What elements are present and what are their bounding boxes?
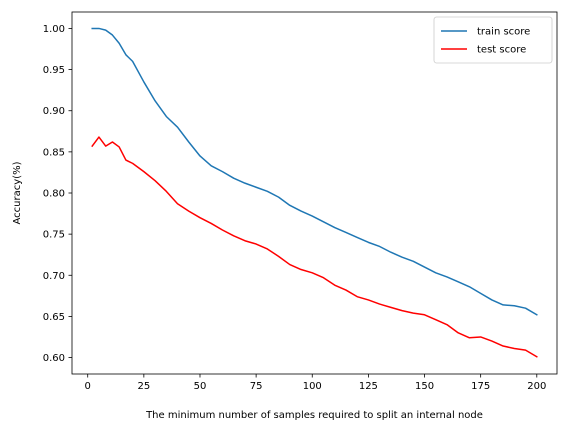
x-tick-label: 0	[85, 381, 91, 392]
x-axis-label: The minimum number of samples required t…	[145, 410, 483, 421]
axes: 0 25 50 75 100 125 150 175 200 0.60 0.65 0.70 0.75 0.…	[43, 11, 558, 392]
y-tick-label: 1.00	[43, 24, 65, 35]
y-tick-label: 0.85	[43, 147, 65, 158]
y-tick-label: 0.80	[43, 189, 65, 200]
x-tick-label: 200	[527, 381, 546, 392]
y-tick-label: 0.95	[43, 65, 65, 76]
x-tick-label: 175	[471, 381, 490, 392]
x-tick-label: 75	[250, 381, 263, 392]
series-line-train-score	[91, 27, 538, 316]
plot-frame	[71, 11, 558, 375]
legend-label-train-score: train score	[477, 27, 530, 38]
legend-box	[433, 16, 553, 64]
plot-area	[91, 27, 538, 358]
series-line-test-score	[91, 136, 538, 358]
y-tick-label: 0.75	[43, 230, 65, 241]
x-tick-label: 125	[359, 381, 378, 392]
y-tick-label: 0.60	[43, 353, 65, 364]
legend: train score test score	[433, 16, 553, 64]
x-tick-label: 150	[415, 381, 434, 392]
x-tick-label: 50	[194, 381, 207, 392]
y-axis-label: Accuracy(%)	[12, 161, 23, 224]
legend-label-test-score: test score	[477, 45, 526, 56]
x-tick-label: 100	[303, 381, 322, 392]
y-tick-label: 0.65	[43, 312, 65, 323]
y-tick-label: 0.70	[43, 271, 65, 282]
x-tick-label: 25	[137, 381, 150, 392]
y-tick-label: 0.90	[43, 106, 65, 117]
